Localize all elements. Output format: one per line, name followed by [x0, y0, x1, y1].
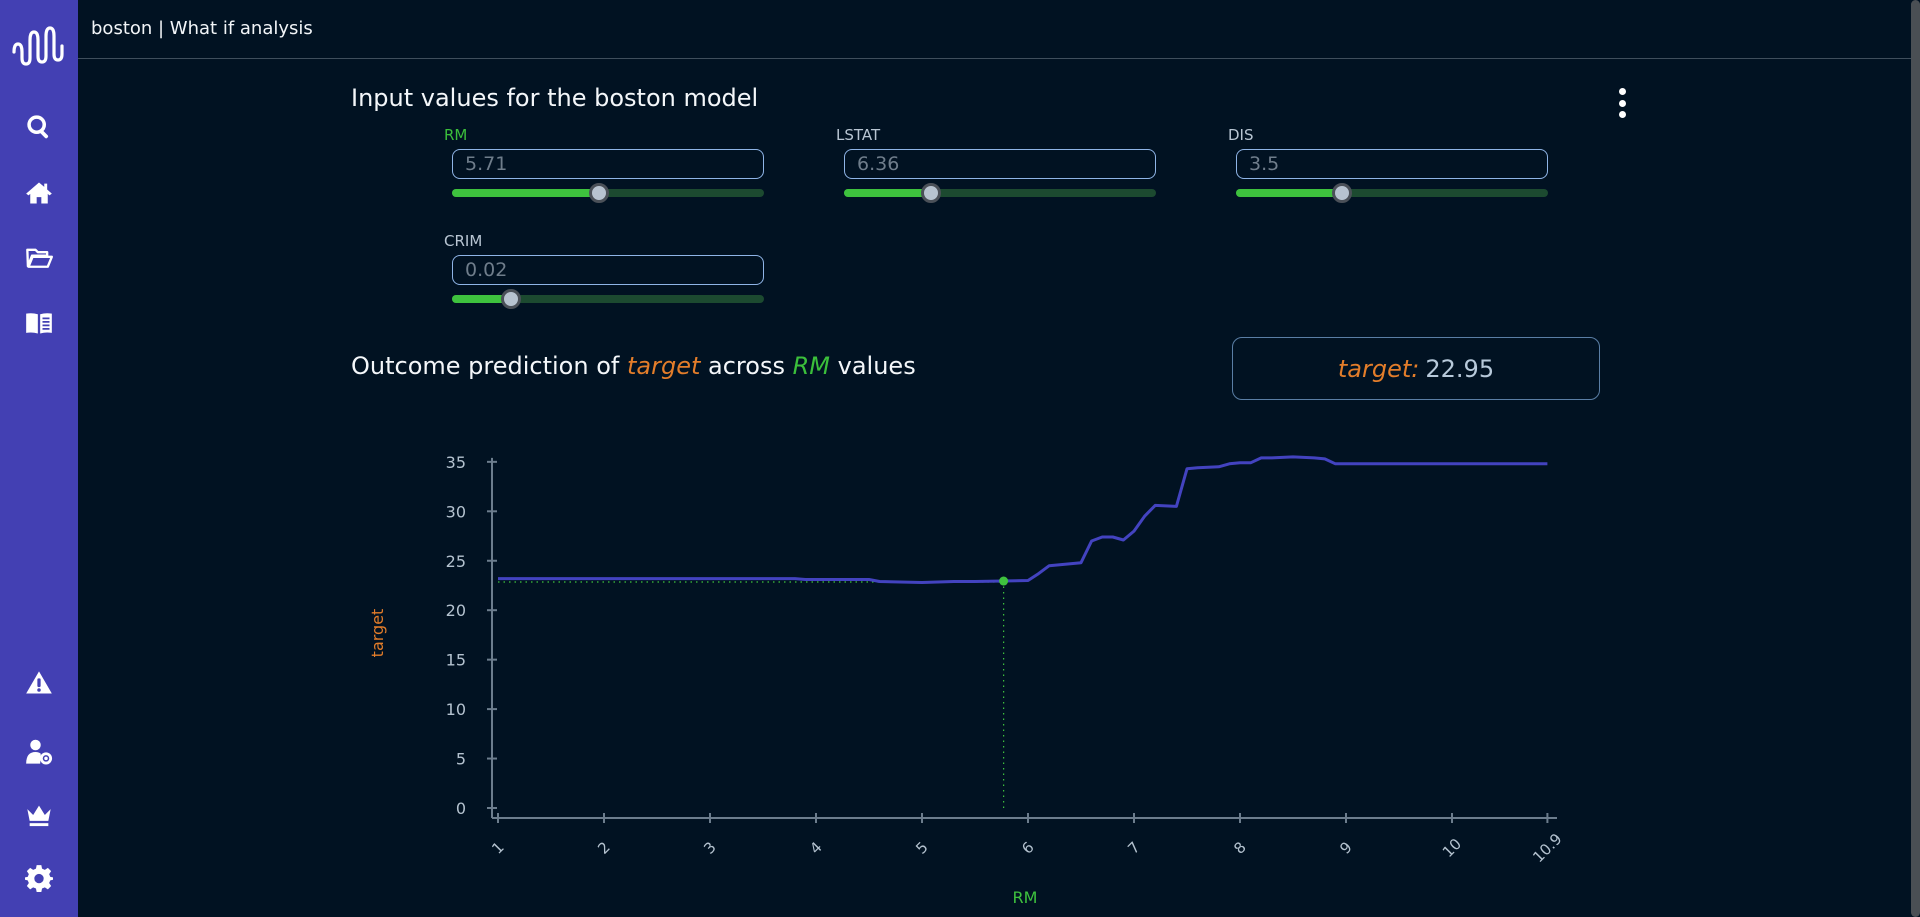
rm-value-input[interactable]: [452, 149, 764, 179]
outcome-title-suffix: values: [837, 352, 916, 380]
feature-label[interactable]: CRIM: [444, 232, 483, 250]
vertical-scrollbar[interactable]: [1911, 0, 1920, 917]
y-tick-label: 10: [446, 700, 466, 719]
sidebar-item-user-settings[interactable]: [24, 737, 54, 767]
top-bar: boston | What if analysis: [78, 0, 1920, 59]
y-tick-label: 0: [456, 799, 466, 818]
slider-fill: [844, 189, 932, 197]
app-logo[interactable]: [10, 22, 68, 70]
warning-icon: [26, 671, 52, 694]
search-icon: [27, 115, 49, 139]
outcome-title: Outcome prediction of target across RM v…: [351, 352, 916, 380]
x-tick-label: 2: [594, 838, 613, 857]
current-point-marker: [999, 576, 1009, 586]
outcome-target-name: target: [626, 352, 701, 380]
x-tick-label: 8: [1230, 838, 1249, 857]
crown-icon: [27, 805, 51, 827]
sidebar: [0, 0, 78, 917]
book-icon: [26, 313, 52, 334]
feature-label[interactable]: RM: [444, 126, 468, 144]
slider-thumb[interactable]: [588, 183, 609, 203]
x-axis-label: RM: [1013, 888, 1038, 907]
slider-thumb[interactable]: [1332, 183, 1353, 203]
x-tick-label: 9: [1336, 838, 1355, 857]
slider-thumb[interactable]: [501, 289, 522, 309]
crim-value-input[interactable]: [452, 255, 764, 285]
prediction-box: target: 22.95: [1232, 337, 1600, 400]
folder-open-icon: [26, 248, 53, 268]
x-tick-label: 4: [806, 838, 825, 857]
inputs-section-title: Input values for the boston model: [351, 84, 759, 112]
slider-thumb[interactable]: [921, 183, 942, 203]
x-tick-label: 5: [912, 838, 931, 857]
crim-slider[interactable]: [452, 289, 764, 309]
outcome-title-mid: across: [708, 352, 785, 380]
sidebar-item-search[interactable]: [24, 112, 54, 142]
wave-logo-icon: [12, 26, 64, 66]
lstat-slider[interactable]: [844, 183, 1156, 203]
prediction-line: [498, 455, 1548, 584]
sidebar-item-settings[interactable]: [24, 863, 54, 893]
kebab-dot-icon: [1618, 99, 1626, 107]
x-tick-label: 3: [700, 838, 719, 857]
y-tick-label: 35: [446, 453, 466, 472]
feature-label[interactable]: LSTAT: [836, 126, 881, 144]
sidebar-item-premium[interactable]: [24, 800, 54, 830]
y-tick-label: 30: [446, 502, 466, 521]
feature-label[interactable]: DIS: [1228, 126, 1254, 144]
dis-value-input[interactable]: [1236, 149, 1548, 179]
dis-slider[interactable]: [1236, 183, 1548, 203]
user-gear-icon: [26, 739, 53, 765]
slider-fill: [1236, 189, 1343, 197]
more-options-button[interactable]: [1612, 88, 1632, 118]
y-tick-label: 20: [446, 601, 466, 620]
sidebar-item-docs[interactable]: [24, 308, 54, 338]
prediction-label: target:: [1337, 354, 1420, 383]
y-axis-label: target: [368, 609, 387, 658]
page-title: boston | What if analysis: [91, 18, 313, 39]
x-tick-label: 7: [1124, 838, 1143, 857]
sidebar-item-alerts[interactable]: [24, 668, 54, 698]
home-icon: [26, 182, 52, 204]
outcome-title-prefix: Outcome prediction of: [351, 352, 620, 380]
kebab-dot-icon: [1618, 111, 1626, 118]
slider-fill: [452, 189, 599, 197]
rm-slider[interactable]: [452, 183, 764, 203]
x-tick-label: 6: [1018, 838, 1037, 857]
x-tick-label: 10: [1439, 835, 1465, 861]
sidebar-item-projects[interactable]: [24, 243, 54, 273]
outcome-feature-name: RM: [792, 352, 830, 380]
x-tick-label: 1: [488, 838, 507, 857]
prediction-value: 22.95: [1425, 354, 1495, 383]
x-tick-label: 10.9: [1529, 830, 1565, 866]
sidebar-item-home[interactable]: [24, 178, 54, 208]
lstat-value-input[interactable]: [844, 149, 1156, 179]
slider-fill: [452, 295, 512, 303]
gear-icon: [25, 865, 53, 892]
y-tick-label: 25: [446, 552, 466, 571]
y-tick-label: 5: [456, 750, 466, 769]
y-tick-label: 15: [446, 651, 466, 670]
kebab-dot-icon: [1618, 88, 1626, 95]
